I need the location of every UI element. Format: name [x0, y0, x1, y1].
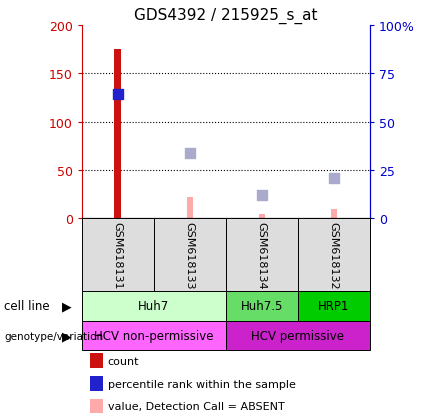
- Point: [258, 192, 265, 199]
- Bar: [154, 219, 226, 291]
- Text: GSM618133: GSM618133: [185, 221, 195, 289]
- Point: [330, 175, 337, 182]
- Bar: [298, 291, 370, 321]
- Text: ▶: ▶: [62, 299, 71, 313]
- Bar: [187, 198, 193, 219]
- Text: ▶: ▶: [62, 329, 71, 342]
- Text: percentile rank within the sample: percentile rank within the sample: [108, 379, 295, 389]
- Bar: [82, 291, 226, 321]
- Bar: [226, 321, 370, 351]
- Text: Huh7: Huh7: [138, 299, 169, 313]
- Bar: [114, 50, 121, 219]
- Point: [114, 92, 121, 98]
- Text: value, Detection Call = ABSENT: value, Detection Call = ABSENT: [108, 401, 284, 411]
- Text: count: count: [108, 356, 139, 366]
- Text: cell line: cell line: [4, 299, 50, 313]
- Bar: [259, 214, 264, 219]
- Bar: [298, 219, 370, 291]
- Text: Huh7.5: Huh7.5: [240, 299, 283, 313]
- Bar: [226, 219, 298, 291]
- Text: GSM618131: GSM618131: [113, 221, 123, 289]
- Text: HRP1: HRP1: [318, 299, 350, 313]
- Text: genotype/variation: genotype/variation: [4, 331, 104, 341]
- Bar: [226, 291, 298, 321]
- Bar: [82, 321, 226, 351]
- Text: GSM618132: GSM618132: [329, 221, 339, 289]
- Bar: [331, 209, 337, 219]
- Title: GDS4392 / 215925_s_at: GDS4392 / 215925_s_at: [134, 8, 317, 24]
- Bar: [82, 219, 154, 291]
- Point: [186, 150, 193, 157]
- Text: GSM618134: GSM618134: [257, 221, 267, 289]
- Text: HCV permissive: HCV permissive: [251, 329, 344, 342]
- Text: HCV non-permissive: HCV non-permissive: [94, 329, 213, 342]
